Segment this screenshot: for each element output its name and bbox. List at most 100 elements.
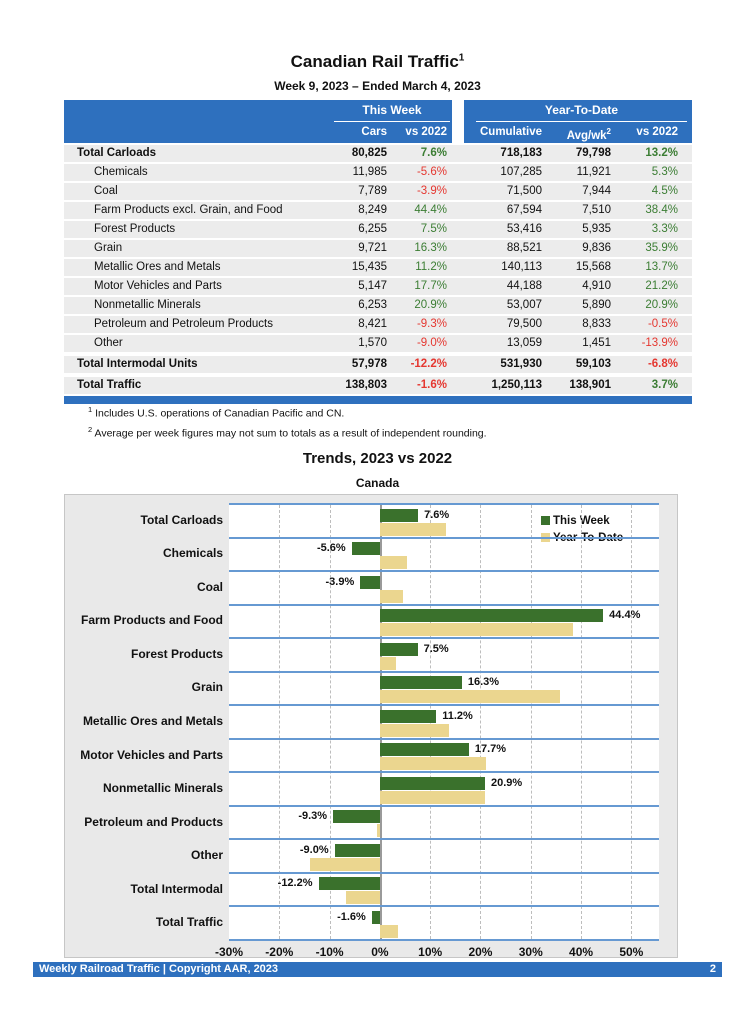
bar-this-week [379, 709, 437, 723]
table-row: Metallic Ores and Metals 15,435 11.2% 140,1… [64, 259, 692, 276]
cell-vs2022-ytd: -0.5% [647, 318, 678, 330]
x-axis-tick-label: 40% [569, 945, 594, 959]
chart-category-label: Other [190, 848, 223, 863]
chart-category-row [229, 840, 659, 874]
chart-category-label: Motor Vehicles and Parts [80, 747, 223, 762]
gridline [530, 505, 532, 939]
column-header-vs2022-ytd: vs 2022 [636, 126, 678, 138]
chart-category-row [229, 639, 659, 673]
bar-year-to-date [377, 824, 380, 838]
bar-this-week [351, 542, 380, 556]
cell-vs2022-week: -12.2% [410, 358, 447, 370]
chart-category-row [229, 706, 659, 740]
bar-this-week [360, 575, 380, 589]
header-group-divider [452, 100, 464, 143]
cell-cars: 6,255 [358, 223, 387, 235]
cell-avgwk: 8,833 [582, 318, 611, 330]
cell-avgwk: 4,910 [582, 280, 611, 292]
cell-avgwk: 59,103 [575, 358, 611, 370]
chart-category-row [229, 874, 659, 908]
chart-category-row [229, 807, 659, 841]
bar-year-to-date [379, 723, 449, 737]
cell-cars: 8,421 [358, 318, 387, 330]
cell-vs2022-ytd: -13.9% [641, 337, 678, 349]
cell-avgwk: 9,836 [582, 242, 611, 254]
cell-vs2022-week: 7.6% [420, 147, 447, 159]
table-row: Farm Products excl. Grain, and Food 8,249… [64, 202, 692, 219]
chart-category-label: Coal [196, 579, 223, 594]
gridline [279, 505, 281, 939]
cell-cumulative: 88,521 [506, 242, 542, 254]
gridline [631, 505, 633, 939]
cell-cumulative: 53,007 [506, 299, 542, 311]
table-row: Total Traffic 138,803 -1.6% 1,250,113 138,90… [64, 377, 692, 394]
cell-label: Farm Products excl. Grain, and Food [94, 204, 283, 216]
cell-cars: 57,978 [351, 358, 387, 370]
chart-category-label: Total Traffic [155, 915, 223, 930]
cell-vs2022-week: -9.3% [416, 318, 447, 330]
column-header-spacer [64, 122, 279, 146]
x-axis-tick-label: 50% [619, 945, 644, 959]
cell-cars: 80,825 [351, 147, 387, 159]
footer-text: Weekly Railroad Traffic | Copyright AAR,… [39, 963, 279, 975]
bar-this-week [379, 642, 418, 656]
x-axis-tick-label: 10% [418, 945, 443, 959]
cell-vs2022-week: -9.0% [416, 337, 447, 349]
footnote-2-text: Average per week figures may not sum to … [94, 427, 487, 440]
bar-year-to-date [379, 522, 447, 536]
chart-category-row [229, 606, 659, 640]
cell-vs2022-week: -3.9% [416, 185, 447, 197]
cell-vs2022-ytd: 13.2% [645, 147, 678, 159]
chart-category-label: Petroleum and Products [84, 814, 223, 829]
table-row: Total Intermodal Units 57,978 -12.2% 531,93… [64, 356, 692, 373]
page-number: 2 [709, 963, 716, 975]
cell-cumulative: 53,416 [506, 223, 542, 235]
cell-label: Total Intermodal Units [77, 358, 198, 370]
chart-title: Trends, 2023 vs 2022 [302, 450, 453, 467]
bar-value-label: 7.5% [423, 642, 449, 655]
bar-year-to-date [309, 857, 380, 871]
cell-avgwk: 1,451 [582, 337, 611, 349]
cell-vs2022-ytd: 35.9% [645, 242, 678, 254]
cell-cars: 138,803 [345, 379, 387, 391]
cell-avgwk: 15,568 [575, 261, 611, 273]
plot-area: This Week Year-To-Date 7.6% -5.6% -3.9% 44.… [229, 503, 659, 941]
cell-vs2022-ytd: 4.5% [651, 185, 678, 197]
x-axis-tick-label: -30% [214, 945, 244, 959]
cell-vs2022-ytd: 3.3% [651, 223, 678, 235]
cell-avgwk: 11,921 [576, 166, 611, 178]
footnote-1-text: Includes U.S. operations of Canadian Pac… [95, 407, 345, 420]
footnote-2: 2 Average per week figures may not sum t… [88, 425, 487, 440]
bar-this-week [379, 776, 485, 790]
bar-value-label: -9.0% [299, 843, 329, 856]
cell-cumulative: 71,500 [506, 185, 542, 197]
gridline [329, 505, 331, 939]
table-bottom-bar [64, 396, 692, 404]
bar-value-label: -5.6% [316, 542, 346, 555]
column-header-avgwk: Avg/wk2 [544, 122, 613, 146]
cell-avgwk: 79,798 [575, 147, 611, 159]
chart-category-label: Grain [191, 680, 223, 695]
cell-vs2022-week: 7.5% [420, 223, 447, 235]
gridline [581, 505, 583, 939]
column-header-row: Cars vs 2022 Cumulative Avg/wk2 vs 2022 [64, 122, 692, 143]
cell-vs2022-ytd: -6.8% [647, 358, 678, 370]
cell-vs2022-ytd: 13.7% [645, 261, 678, 273]
cell-label: Coal [94, 185, 118, 197]
table-row: Nonmetallic Minerals 6,253 20.9% 53,007 5,89… [64, 297, 692, 314]
bar-value-label: 44.4% [609, 609, 641, 622]
page-title: Canadian Rail Traffic1 [0, 52, 755, 72]
bar-value-label: 7.6% [424, 508, 450, 521]
cell-avgwk: 7,510 [582, 204, 611, 216]
group-header-this-week: This Week [362, 103, 422, 117]
cell-label: Forest Products [94, 223, 176, 235]
x-axis-tick-label: 20% [468, 945, 493, 959]
table-body: Total Carloads 80,825 7.6% 718,183 79,798 13.… [64, 145, 692, 394]
cell-cumulative: 531,930 [500, 358, 542, 370]
legend-swatch-this-week-icon [541, 516, 550, 525]
cell-label: Metallic Ores and Metals [94, 261, 221, 273]
cell-cumulative: 67,594 [506, 204, 542, 216]
cell-cars: 5,147 [358, 280, 387, 292]
cell-cumulative: 44,188 [506, 280, 542, 292]
